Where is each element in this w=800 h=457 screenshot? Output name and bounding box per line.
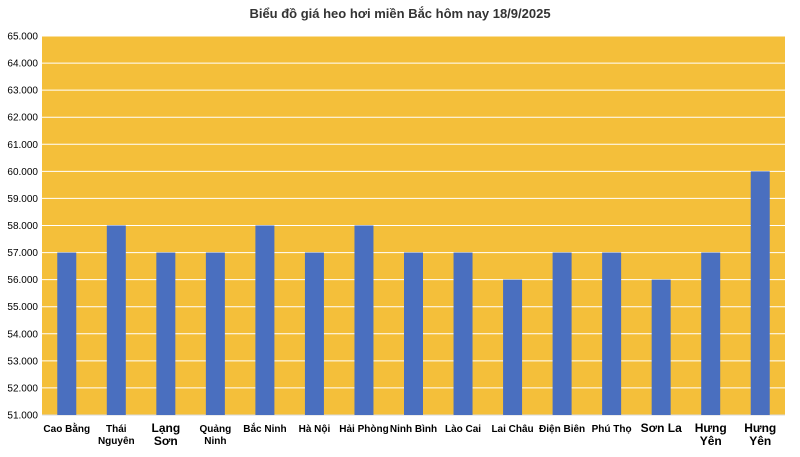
y-tick-label: 61.000 [7,140,38,151]
x-tick-label: Bắc Ninh [243,422,286,435]
x-tick-label-line: Phú Thọ [592,424,632,435]
x-tick-label: Hải Phòng [339,424,388,435]
x-tick-label-line: Hưng [695,421,727,435]
y-tick-label: 55.000 [7,302,38,313]
x-tick-label-line: Sơn [154,434,178,448]
y-tick-label: 56.000 [7,275,38,286]
x-tick-label-line: Bắc Ninh [243,422,286,435]
bar [205,252,225,415]
y-tick-label: 57.000 [7,248,38,259]
x-tick-label: Cao Bằng [43,422,90,435]
bar [602,252,622,415]
x-tick-label: Hưng Yên [695,421,727,448]
x-tick-label-line: Nguyên [98,436,135,447]
x-tick-label-line: Ninh Bình [390,424,437,435]
x-tick-label: Lai Châu [491,424,533,435]
y-tick-label: 60.000 [7,167,38,178]
bar [354,225,374,415]
y-tick-label: 63.000 [7,86,38,97]
y-axis-ticks: 51.000 52.000 53.000 54.000 55.000 56.000 57.0… [7,32,38,422]
bar [552,252,572,415]
bar [750,171,770,415]
x-tick-label: Phú Thọ [592,424,632,435]
bar [453,252,473,415]
y-tick-label: 64.000 [7,59,38,70]
bar [57,252,77,415]
x-tick-label-line: Hưng [744,421,776,435]
x-axis-ticks: Cao Bằng Thái Nguyên Lạng Sơn Quảng Ninh Bắc Ni… [43,421,776,448]
y-tick-label: 52.000 [7,383,38,394]
x-tick-label-line: Sơn La [641,421,683,435]
x-tick-label: Sơn La [641,421,683,435]
bar [651,279,671,415]
bar [404,252,423,415]
y-tick-label: 62.000 [7,113,38,124]
x-tick-label: Ninh Bình [390,424,437,435]
x-tick-label-line: Thái [106,424,127,435]
x-tick-label: Lào Cai [445,424,481,435]
x-tick-label-line: Yên [749,434,771,448]
bar [304,252,324,415]
bars [57,171,770,415]
chart-title: Biểu đồ giá heo hơi miền Bắc hôm nay 18/… [249,6,551,21]
x-tick-label: Điện Biên [539,424,585,435]
y-tick-label: 59.000 [7,194,38,205]
x-tick-label-line: Ninh [204,436,226,447]
x-tick-label: Quảng Ninh [200,424,232,447]
y-tick-label: 65.000 [7,32,38,43]
x-tick-label-line: Hà Nội [299,424,331,435]
x-tick-label-line: Điện Biên [539,424,585,435]
x-tick-label-line: Cao Bằng [43,422,90,435]
bar [156,252,176,415]
x-tick-label-line: Lai Châu [491,424,533,435]
x-tick-label: Lạng Sơn [151,421,180,448]
x-tick-label: Hưng Yên [744,421,776,448]
x-tick-label-line: Lào Cai [445,424,481,435]
y-tick-label: 54.000 [7,329,38,340]
x-tick-label-line: Yên [700,434,722,448]
x-tick-label: Hà Nội [299,424,331,435]
y-tick-label: 51.000 [7,411,38,422]
bar [255,225,275,415]
x-tick-label-line: Hải Phòng [339,424,388,435]
x-tick-label-line: Quảng [200,424,232,435]
x-tick-label-line: Lạng [151,421,180,435]
bar [701,252,721,415]
x-tick-label: Thái Nguyên [98,424,135,447]
y-tick-label: 53.000 [7,356,38,367]
bar [106,225,126,415]
bar [503,279,523,415]
y-tick-label: 58.000 [7,221,38,232]
